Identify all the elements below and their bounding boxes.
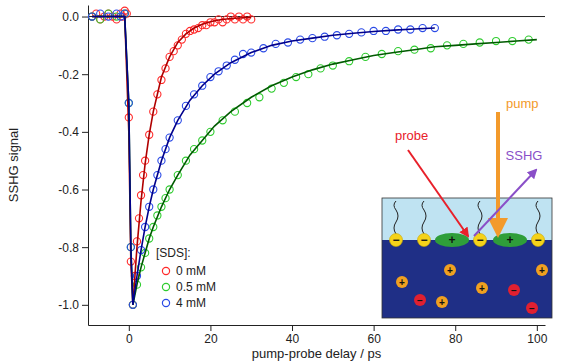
tick-label: 60 xyxy=(367,332,381,346)
bulk-ion xyxy=(396,276,408,288)
tick-mark xyxy=(374,325,375,331)
tick: -0.4 xyxy=(58,125,88,139)
tick-label: 80 xyxy=(449,332,463,346)
tick-mark xyxy=(82,132,88,133)
ion-sign: + xyxy=(506,233,513,247)
tick: -0.2 xyxy=(58,68,88,82)
ion-sign: + xyxy=(399,277,405,288)
bulk-ion xyxy=(436,296,448,308)
pump-label: pump xyxy=(506,96,539,111)
tick-label: -0.2 xyxy=(58,68,79,82)
tick-mark xyxy=(82,190,88,191)
tick: 60 xyxy=(367,325,381,346)
series-points xyxy=(88,7,254,308)
probe-label: probe xyxy=(395,128,428,143)
tick-mark xyxy=(537,325,538,331)
inset-water-bulk xyxy=(382,240,552,318)
y-axis-title: SSHG signal xyxy=(6,128,21,203)
ion-sign: − xyxy=(417,295,423,306)
bulk-ion xyxy=(414,294,426,306)
bulk-ion xyxy=(476,282,488,294)
legend-marker xyxy=(162,283,169,290)
legend-label: 4 mM xyxy=(176,296,206,310)
axis-line xyxy=(88,6,89,326)
ion-sign: − xyxy=(511,285,517,296)
tick: 0 xyxy=(126,325,133,346)
dye-molecule xyxy=(493,233,527,247)
surfactant-tail xyxy=(394,201,398,234)
bulk-ion xyxy=(508,284,520,296)
surfactant-tail xyxy=(536,201,540,234)
surfactant-tail xyxy=(422,201,426,234)
legend-marker xyxy=(162,267,169,274)
legend-label: 0 mM xyxy=(176,264,206,278)
tick-label: 0 xyxy=(126,332,133,346)
tick-label: -1.0 xyxy=(58,298,79,312)
tick-mark xyxy=(129,325,130,331)
tick-label: 100 xyxy=(527,332,547,346)
tick-label: -0.4 xyxy=(58,125,79,139)
ion-sign: + xyxy=(479,283,485,294)
ion-sign: + xyxy=(539,265,545,276)
sshg-arrow xyxy=(474,170,536,236)
tick-mark xyxy=(82,17,88,18)
y-axis: 0.0 -0.2 -0.4 -0.6 -0.8 -1.0 xyxy=(58,6,88,326)
ion-sign: − xyxy=(529,303,535,314)
bulk-ion xyxy=(526,302,538,314)
tick: 40 xyxy=(286,325,300,346)
x-axis-title: pump-probe delay / ps xyxy=(252,346,382,361)
tick: 0.0 xyxy=(62,10,88,24)
axis-line xyxy=(89,325,546,326)
tick-label: -0.8 xyxy=(58,241,79,255)
tick: 100 xyxy=(527,325,547,346)
legend-marker xyxy=(162,299,169,306)
tick: -1.0 xyxy=(58,298,88,312)
fit-line xyxy=(92,17,251,305)
inset-diagram: + + − − − − + + + + + − − − probe pump SSHG xyxy=(382,96,552,318)
ion-sign: + xyxy=(447,265,453,276)
tick-mark xyxy=(292,325,293,331)
bulk-ion xyxy=(444,264,456,276)
bulk-ion xyxy=(536,264,548,276)
ion-sign: − xyxy=(476,233,483,247)
tick-mark xyxy=(455,325,456,331)
sshg-label: SSHG xyxy=(506,148,543,163)
tick: -0.8 xyxy=(58,241,88,255)
data-point xyxy=(476,39,483,46)
tick-mark xyxy=(82,74,88,75)
tick-label: 40 xyxy=(286,332,300,346)
tick-mark xyxy=(82,247,88,248)
chart: 0 20 40 60 80 100 0.0 -0.2 -0.4 -0.6 -0.8 -1.0 pump-… xyxy=(0,0,563,364)
surfactant-head xyxy=(418,234,431,247)
tick-mark xyxy=(82,305,88,306)
tick-label: 0.0 xyxy=(62,10,79,24)
zero-line xyxy=(88,16,545,17)
ion-sign: + xyxy=(439,297,445,308)
data-point xyxy=(492,37,499,44)
ion-sign: + xyxy=(448,233,455,247)
pump-arrow xyxy=(496,112,500,234)
ion-sign: − xyxy=(392,233,399,247)
tick-label: 20 xyxy=(204,332,218,346)
tick: 20 xyxy=(204,325,218,346)
x-axis: 0 20 40 60 80 100 xyxy=(89,325,548,346)
tick-label: -0.6 xyxy=(58,183,79,197)
ion-sign: − xyxy=(420,233,427,247)
inset-frame xyxy=(382,198,552,318)
probe-arrow xyxy=(408,150,468,236)
legend-label: 0.5 mM xyxy=(176,280,216,294)
legend-title: [SDS]: xyxy=(156,246,191,260)
surfactant-head xyxy=(390,234,403,247)
tick-mark xyxy=(210,325,211,331)
tick: -0.6 xyxy=(58,183,88,197)
legend: [SDS]: 0 mM 0.5 mM 4 mM xyxy=(156,246,216,310)
dye-molecule xyxy=(435,233,469,247)
tick: 80 xyxy=(449,325,463,346)
ion-sign: − xyxy=(534,233,541,247)
surfactant-head xyxy=(532,234,545,247)
